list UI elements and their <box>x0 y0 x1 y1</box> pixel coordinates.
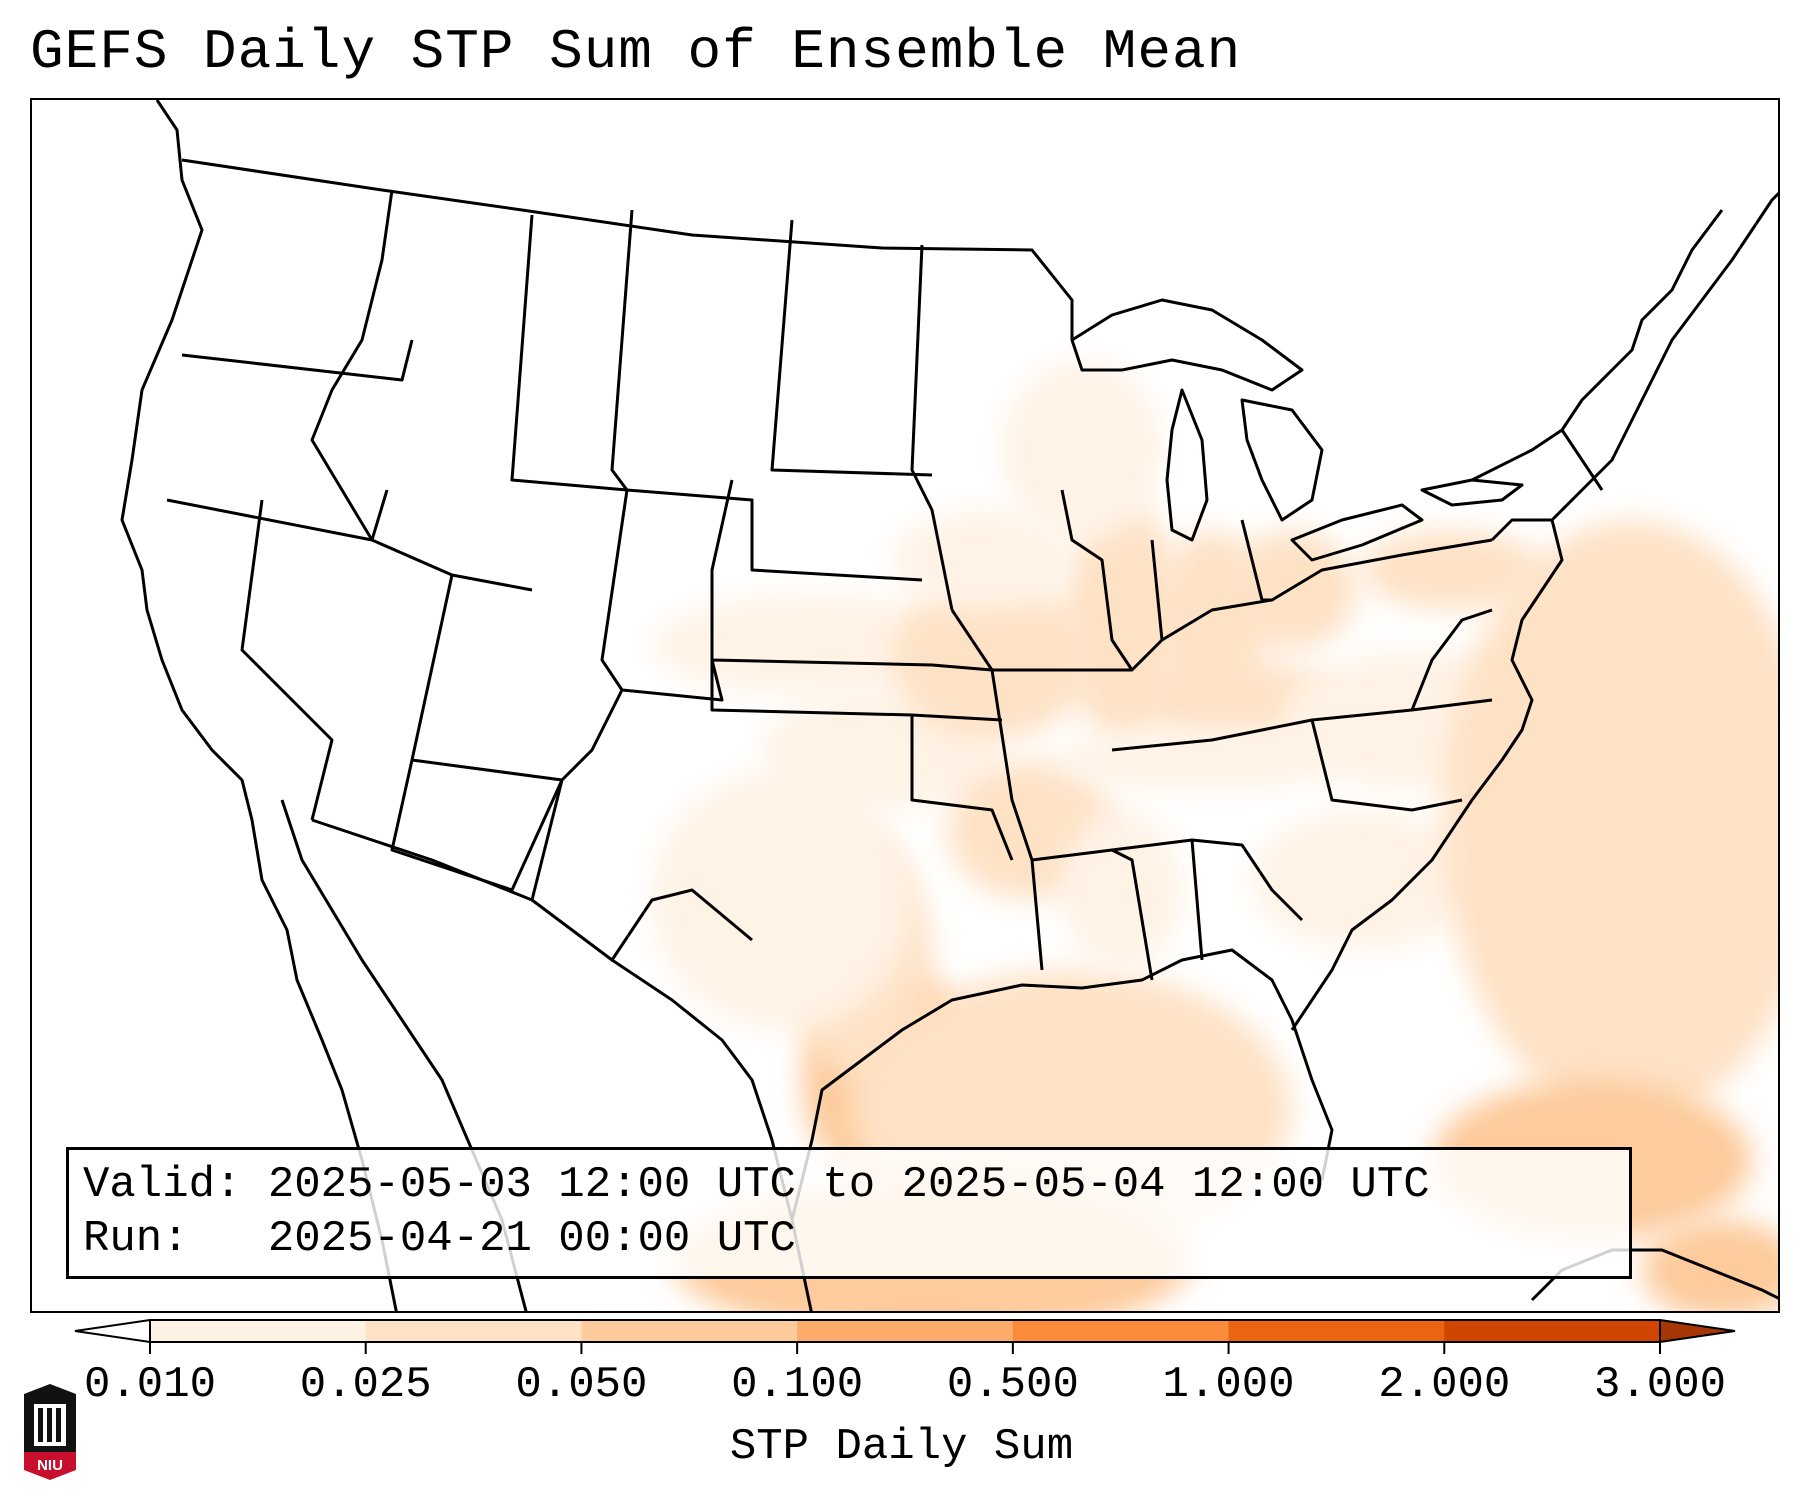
run-label: Run: <box>83 1214 189 1264</box>
colorbar-tick-label: 1.000 <box>1162 1360 1295 1410</box>
canada-border-line <box>181 158 1074 340</box>
lake-erie-line <box>1290 503 1424 562</box>
colorbar-tick-label: 2.000 <box>1378 1360 1511 1410</box>
colorbar-segment <box>1444 1320 1661 1342</box>
colorbar-tick-label: 3.000 <box>1593 1360 1727 1410</box>
florida-line <box>1290 829 1454 1031</box>
lake-ontario-line <box>1420 478 1524 507</box>
colorbar: 0.010 0.025 0.050 0.100 0.500 1.000 2.000 3.000… <box>0 1300 1803 1500</box>
state-lines <box>166 189 1604 981</box>
colorbar-tick-label: 0.100 <box>731 1360 864 1410</box>
stp-region-patch <box>1252 810 1472 950</box>
colorbar-segment <box>365 1320 582 1342</box>
northeast-border-line <box>1471 209 1724 482</box>
stp-region-patch <box>1642 1220 1778 1311</box>
stp-region-patch <box>1362 530 1542 610</box>
colorbar-segment <box>150 1320 367 1342</box>
map-panel <box>30 98 1780 1313</box>
stp-region-patch <box>1227 530 1357 650</box>
east-coast-line <box>1450 191 1778 831</box>
stp-shading-layer <box>652 360 1778 1311</box>
stp-region-patch <box>892 580 1092 740</box>
lake-huron-line <box>1240 398 1324 522</box>
colorbar-segment <box>1228 1320 1445 1342</box>
lake-superior-line <box>1070 298 1304 392</box>
stp-region-patch <box>652 595 972 695</box>
run-row: Run: 2025-04-21 00:00 UTC <box>83 1212 1615 1266</box>
logo-text: NIU <box>37 1457 63 1474</box>
mexico-border-line <box>311 818 753 962</box>
colorbar-outline <box>149 1319 1661 1343</box>
colorbar-tick-label: 0.050 <box>515 1360 648 1410</box>
valid-label: Valid: <box>83 1160 242 1210</box>
colorbar-label: STP Daily Sum <box>729 1422 1074 1472</box>
stp-region-patch <box>1002 360 1162 540</box>
run-value: 2025-04-21 00:00 UTC <box>267 1214 796 1264</box>
colorbar-segment <box>797 1320 1014 1342</box>
colorbar-tick-label: 0.025 <box>299 1360 432 1410</box>
lake-michigan-line <box>1165 388 1209 542</box>
stp-region-patch <box>1052 730 1352 790</box>
stp-region-patch <box>652 770 912 1030</box>
niu-logo-icon: NIU <box>24 1384 76 1480</box>
stp-region-patch <box>1062 810 1182 970</box>
niu-logo: NIU <box>20 1382 80 1487</box>
colorbar-graphic <box>74 1318 1736 1354</box>
colorbar-tick-label: 0.010 <box>83 1360 217 1410</box>
west-coast-line <box>120 100 398 1311</box>
map-canvas <box>120 100 1778 1311</box>
colorbar-segment <box>1012 1320 1230 1342</box>
colorbar-over-extension <box>1659 1318 1736 1344</box>
colorbar-tick-label: 0.500 <box>946 1360 1079 1410</box>
colorbar-under-extension <box>74 1318 151 1344</box>
valid-value: 2025-05-03 12:00 UTC to 2025-05-04 12:00… <box>267 1160 1430 1210</box>
valid-row: Valid: 2025-05-03 12:00 UTC to 2025-05-0… <box>83 1158 1615 1212</box>
texas-gulf-coast-line <box>790 948 1334 1221</box>
colorbar-segment <box>581 1320 798 1342</box>
valid-run-info-box: Valid: 2025-05-03 12:00 UTC to 2025-05-0… <box>66 1147 1632 1279</box>
map-title: GEFS Daily STP Sum of Ensemble Mean <box>30 20 1242 84</box>
stp-region-patch <box>1442 520 1778 1120</box>
